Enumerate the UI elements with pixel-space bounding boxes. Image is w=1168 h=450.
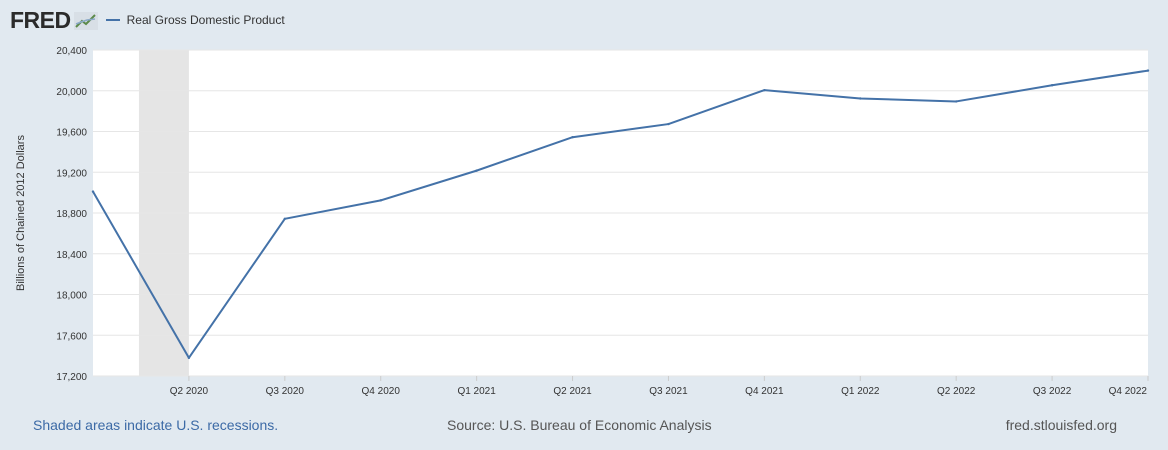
x-tick-label: Q4 2022 (1109, 386, 1148, 397)
series-layer (91, 69, 1150, 360)
x-tick-label: Q3 2022 (1033, 386, 1072, 397)
chart: 17,200 17,600 18,000 18,400 18,800 19,200 19,6… (15, 46, 1150, 397)
y-tick-label: 18,400 (56, 250, 87, 261)
fred-logo-chart-icon (73, 12, 98, 30)
series-line[interactable] (92, 69, 1149, 359)
x-tick-label: Q2 2020 (170, 386, 209, 397)
data-point[interactable] (283, 217, 287, 221)
data-point[interactable] (859, 97, 862, 100)
x-tick-label: Q4 2021 (745, 386, 784, 397)
data-point[interactable] (571, 136, 574, 139)
grid-layer (93, 49, 1148, 377)
recession-note: Shaded areas indicate U.S. recessions. (33, 417, 279, 433)
y-axis-label: Billions of Chained 2012 Dollars (15, 135, 27, 291)
data-point[interactable] (667, 122, 670, 126)
legend-swatch (105, 19, 120, 21)
y-tick-label: 17,600 (56, 331, 87, 342)
x-tick-label: Q3 2020 (266, 386, 305, 397)
site-link[interactable]: fred.stlouisfed.org (1005, 417, 1117, 433)
y-tick-label: 18,000 (56, 291, 87, 302)
data-point[interactable] (1146, 69, 1150, 72)
x-tick-label: Q2 2022 (937, 386, 976, 397)
x-tick-label: Q2 2021 (553, 386, 592, 397)
y-tick-label: 19,600 (56, 128, 87, 139)
x-axis: Q2 2020 Q3 2020 Q4 2020 Q1 2021 Q2 2021 Q3 20… (170, 376, 1149, 397)
legend-label: Real Gross Domestic Product (126, 13, 285, 27)
y-tick-label: 20,400 (56, 46, 87, 57)
y-axis: 17,200 17,600 18,000 18,400 18,800 19,200 19,6… (56, 46, 87, 383)
x-tick-label: Q1 2022 (841, 386, 880, 397)
data-point[interactable] (91, 190, 95, 193)
y-tick-label: 20,000 (56, 87, 87, 98)
data-point[interactable] (763, 88, 766, 92)
x-tick-label: Q1 2021 (457, 386, 496, 397)
x-tick-label: Q4 2020 (362, 386, 401, 397)
legend[interactable]: Real Gross Domestic Product (105, 13, 285, 27)
y-tick-label: 17,200 (56, 372, 87, 383)
data-point[interactable] (475, 169, 478, 172)
x-tick-label: Q3 2021 (649, 386, 688, 397)
data-point[interactable] (187, 356, 191, 360)
fred-logo[interactable]: FRED (10, 6, 71, 33)
data-point[interactable] (1050, 84, 1054, 87)
source-note: Source: U.S. Bureau of Economic Analysis (447, 417, 712, 433)
data-point[interactable] (954, 100, 958, 103)
y-tick-label: 19,200 (56, 168, 87, 179)
chart-header: FRED Real Gross Domestic Product (10, 6, 285, 34)
y-tick-label: 18,800 (56, 209, 87, 220)
data-point[interactable] (379, 199, 382, 202)
